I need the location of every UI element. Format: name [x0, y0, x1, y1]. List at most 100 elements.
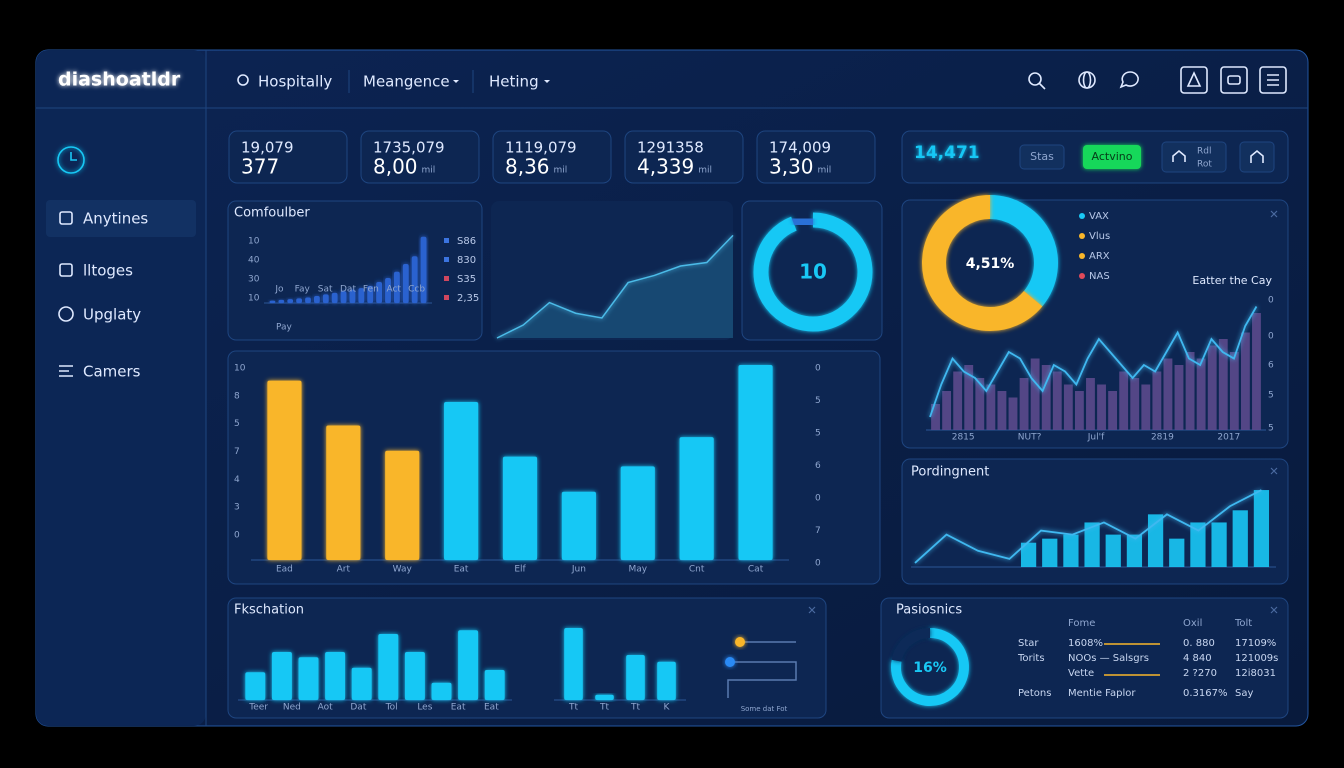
clock-icon[interactable] [57, 146, 85, 174]
bar [1008, 397, 1018, 430]
button[interactable] [1161, 141, 1227, 173]
search-icon [237, 74, 249, 86]
close-icon[interactable] [808, 606, 816, 614]
panel [624, 130, 744, 184]
item-icon [59, 263, 73, 277]
bar [351, 667, 372, 700]
table-cell: Torits [1017, 653, 1045, 664]
axis-label: 5 [1268, 424, 1274, 434]
chart-title: Comfoulber [234, 206, 310, 221]
nav-item[interactable]: Heting [489, 73, 539, 91]
legend-label: 830 [457, 255, 476, 266]
slider-knob[interactable] [725, 657, 735, 667]
x-tick-label: Eat [454, 565, 469, 575]
table-cell: Vette [1068, 668, 1094, 679]
panel [228, 130, 348, 184]
bar [1169, 538, 1185, 567]
bar [340, 291, 347, 303]
chat-button[interactable] [1119, 71, 1139, 89]
table-cell: 121009s [1235, 653, 1278, 664]
axis-label: 0 [815, 494, 821, 504]
search-button[interactable] [1028, 72, 1042, 86]
bar [420, 236, 427, 303]
close-icon[interactable] [1270, 606, 1278, 614]
button-label: Stas [1030, 150, 1054, 163]
kpi-value: 3,30 [769, 155, 814, 179]
bar [626, 655, 645, 700]
axis-label: 10 [248, 237, 260, 247]
close-icon[interactable] [1270, 467, 1278, 475]
bar [942, 391, 952, 430]
panel [227, 597, 827, 719]
kpi-value: 377 [241, 155, 279, 179]
donut-segment [891, 628, 931, 662]
nav-item[interactable]: Meangence [363, 73, 450, 91]
x-tick-label: Way [393, 565, 413, 575]
bar [378, 634, 399, 700]
axis-label: 5 [815, 429, 821, 439]
slider-knob[interactable] [735, 637, 745, 647]
legend-label: VAX [1089, 211, 1109, 222]
button[interactable] [1083, 145, 1141, 169]
donut-center-label: 4,51% [966, 256, 1015, 272]
bar [1185, 352, 1195, 430]
inbox-button[interactable] [1220, 66, 1248, 94]
kpi-label: 19,079 [241, 139, 294, 157]
home-icon[interactable] [1250, 149, 1264, 163]
sidebar-item[interactable]: lltoges [83, 262, 133, 280]
x-tick-label: May [628, 565, 647, 575]
panel [227, 200, 483, 341]
bar [367, 285, 374, 303]
legend-swatch [444, 257, 449, 262]
home-icon [1172, 149, 1186, 162]
alert-glyph [1186, 71, 1202, 87]
caret [453, 80, 459, 83]
button[interactable] [1019, 144, 1065, 170]
axis-label: 5 [234, 419, 240, 429]
x-label: Fen [363, 285, 379, 295]
bar [986, 384, 996, 430]
panel [360, 130, 480, 184]
legend-swatch [444, 238, 449, 243]
button[interactable] [1239, 141, 1275, 173]
panel [756, 130, 876, 184]
axis-label: 8 [234, 391, 240, 401]
bar [1041, 365, 1051, 430]
x-label: NUT? [1018, 433, 1042, 443]
logo: diashoatldr [58, 69, 181, 91]
bar [657, 661, 676, 700]
bar [1211, 522, 1227, 567]
alert-button[interactable] [1180, 66, 1208, 94]
card-label: Rot [1197, 160, 1212, 170]
menu-button[interactable] [1259, 66, 1287, 94]
bar [385, 278, 391, 303]
table-cell: Mentie Faplor [1068, 688, 1136, 699]
bar [997, 391, 1007, 430]
bar [595, 694, 614, 700]
x-label: Tol [385, 703, 398, 713]
bar [1063, 384, 1073, 430]
item-icon [59, 365, 73, 377]
bar [1063, 534, 1079, 567]
kpi-value: 8,00 [373, 155, 418, 179]
sidebar-item[interactable]: Anytines [83, 210, 148, 228]
line [914, 489, 1262, 564]
axis-label: 5 [815, 396, 821, 406]
kpi-unit: mil [422, 166, 436, 176]
x-tick-label: Jun [571, 565, 586, 575]
sidebar-item[interactable]: Upglaty [83, 306, 141, 324]
search-handle [1038, 82, 1046, 90]
sidebar-item[interactable]: Camers [83, 363, 141, 381]
bar [1240, 332, 1250, 430]
bar [322, 294, 329, 303]
nav-item[interactable]: Hospitally [258, 73, 332, 91]
x-label: K [664, 703, 671, 713]
legend-swatch [1079, 233, 1085, 239]
table-cell: 12i8031 [1235, 668, 1276, 679]
bar [267, 380, 302, 560]
kpi-unit: mil [698, 166, 712, 176]
donut-segment [989, 195, 1058, 307]
close-icon[interactable] [1270, 210, 1278, 218]
table-header: Tolt [1234, 618, 1252, 629]
